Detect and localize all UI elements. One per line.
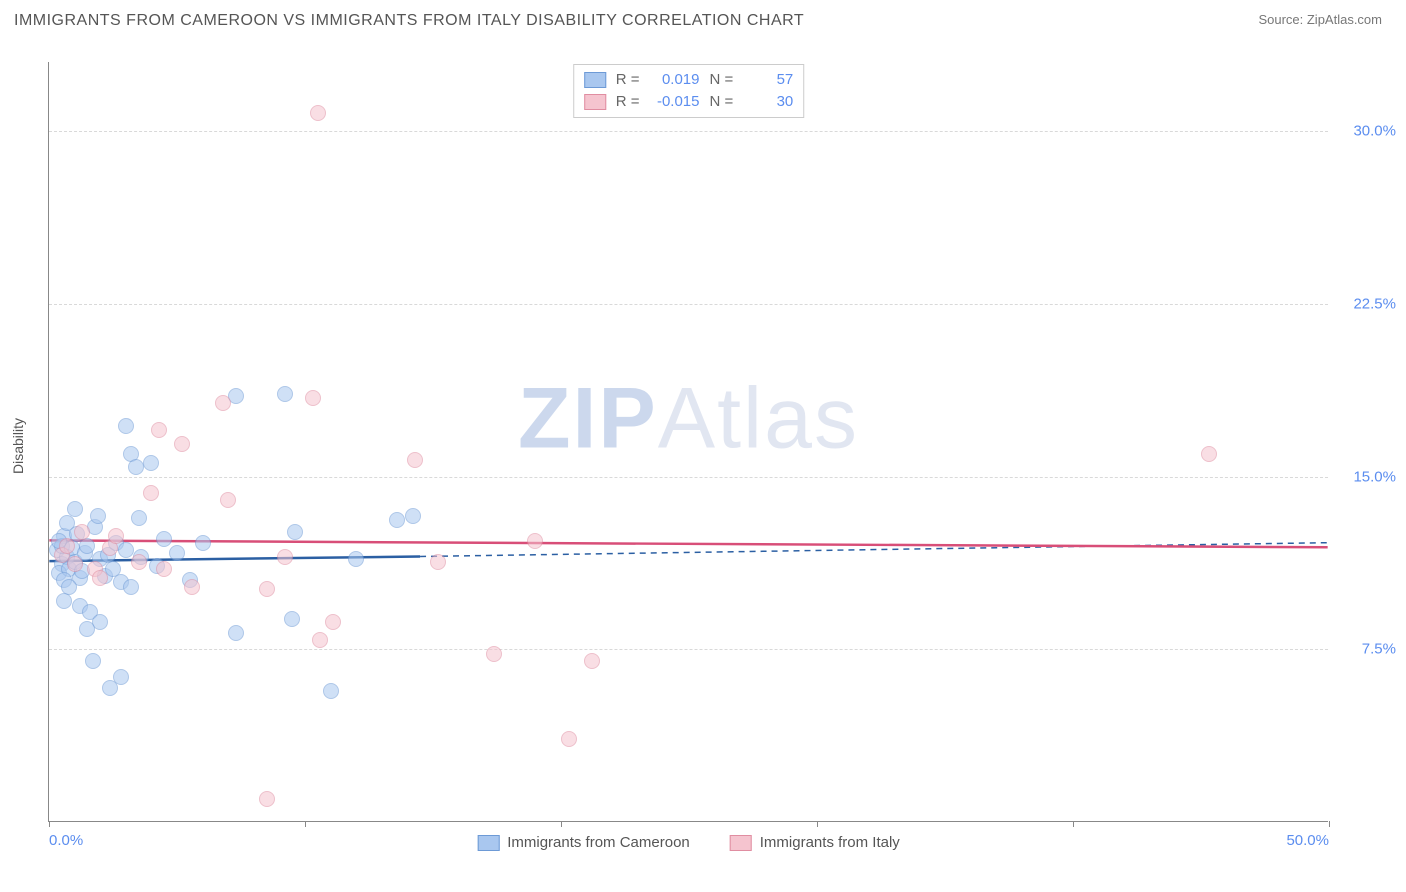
legend-n-value: 30 (743, 91, 793, 113)
x-tick-label: 0.0% (49, 832, 83, 849)
data-point (67, 556, 83, 572)
data-point (195, 535, 211, 551)
data-point (118, 418, 134, 434)
data-point (284, 611, 300, 627)
data-point (305, 390, 321, 406)
data-point (151, 422, 167, 438)
y-tick-label: 22.5% (1336, 295, 1396, 312)
data-point (405, 508, 421, 524)
legend-n-label: N = (710, 69, 734, 91)
watermark: ZIPAtlas (518, 369, 859, 468)
grid-line (49, 477, 1328, 478)
series-legend: Immigrants from Cameroon Immigrants from … (477, 834, 900, 851)
x-tick (561, 821, 562, 827)
data-point (259, 791, 275, 807)
data-point (312, 632, 328, 648)
correlation-legend: R = 0.019 N = 57 R = -0.015 N = 30 (573, 64, 805, 118)
data-point (287, 524, 303, 540)
y-axis-label: Disability (10, 418, 26, 474)
grid-line (49, 304, 1328, 305)
legend-item: Immigrants from Italy (730, 834, 900, 851)
legend-swatch (584, 72, 606, 88)
data-point (108, 528, 124, 544)
legend-item: Immigrants from Cameroon (477, 834, 690, 851)
data-point (74, 524, 90, 540)
data-point (143, 455, 159, 471)
data-point (143, 485, 159, 501)
data-point (131, 554, 147, 570)
x-tick (305, 821, 306, 827)
data-point (156, 531, 172, 547)
data-point (79, 538, 95, 554)
data-point (325, 614, 341, 630)
data-point (131, 510, 147, 526)
legend-r-label: R = (616, 91, 640, 113)
legend-swatch (584, 94, 606, 110)
legend-r-value: -0.015 (650, 91, 700, 113)
data-point (174, 436, 190, 452)
data-point (561, 731, 577, 747)
y-tick-label: 30.0% (1336, 123, 1396, 140)
data-point (430, 554, 446, 570)
data-point (228, 625, 244, 641)
data-point (407, 452, 423, 468)
legend-label: Immigrants from Cameroon (507, 834, 690, 851)
grid-line (49, 131, 1328, 132)
data-point (259, 581, 275, 597)
x-tick (1329, 821, 1330, 827)
data-point (59, 538, 75, 554)
x-tick-label: 50.0% (1286, 832, 1329, 849)
trend-lines (49, 62, 1328, 821)
data-point (277, 386, 293, 402)
data-point (486, 646, 502, 662)
legend-r-value: 0.019 (650, 69, 700, 91)
data-point (215, 395, 231, 411)
data-point (90, 508, 106, 524)
data-point (348, 551, 364, 567)
x-tick (1073, 821, 1074, 827)
data-point (323, 683, 339, 699)
data-point (277, 549, 293, 565)
x-tick (817, 821, 818, 827)
data-point (220, 492, 236, 508)
data-point (527, 533, 543, 549)
source-label: Source: ZipAtlas.com (1258, 12, 1382, 27)
data-point (184, 579, 200, 595)
data-point (56, 593, 72, 609)
grid-line (49, 649, 1328, 650)
data-point (123, 579, 139, 595)
scatter-chart: ZIPAtlas R =0.019N =57R =-0.015N =30 Imm… (48, 62, 1328, 822)
data-point (92, 570, 108, 586)
data-point (85, 653, 101, 669)
data-point (310, 105, 326, 121)
data-point (156, 561, 172, 577)
legend-swatch (477, 835, 499, 851)
data-point (113, 669, 129, 685)
legend-row: R = -0.015 N = 30 (584, 91, 794, 113)
legend-n-label: N = (710, 91, 734, 113)
legend-label: Immigrants from Italy (760, 834, 900, 851)
x-tick (49, 821, 50, 827)
data-point (584, 653, 600, 669)
y-tick-label: 7.5% (1336, 641, 1396, 658)
data-point (128, 459, 144, 475)
y-tick-label: 15.0% (1336, 468, 1396, 485)
data-point (389, 512, 405, 528)
legend-r-label: R = (616, 69, 640, 91)
data-point (79, 621, 95, 637)
legend-row: R = 0.019 N = 57 (584, 69, 794, 91)
data-point (1201, 446, 1217, 462)
legend-n-value: 57 (743, 69, 793, 91)
legend-swatch (730, 835, 752, 851)
data-point (169, 545, 185, 561)
page-title: IMMIGRANTS FROM CAMEROON VS IMMIGRANTS F… (14, 12, 804, 30)
